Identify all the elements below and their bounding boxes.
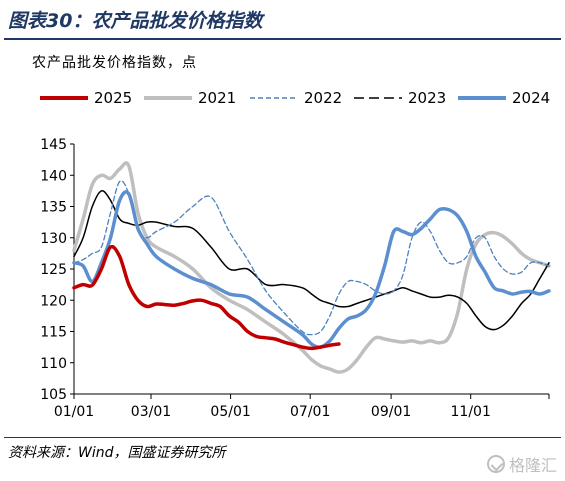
legend-swatch-2024 xyxy=(458,96,506,100)
y-tick-label: 140 xyxy=(40,168,67,184)
legend-swatch-2021 xyxy=(144,96,192,100)
chart-series xyxy=(72,161,551,374)
watermark-logo-icon xyxy=(486,455,505,473)
y-tick-label: 120 xyxy=(40,293,67,309)
x-tick-label: 11/01 xyxy=(451,404,491,420)
x-tick-label: 03/01 xyxy=(131,404,171,420)
y-tick-label: 110 xyxy=(40,356,67,372)
legend-item-2024: 2024 xyxy=(458,88,550,108)
chart-subtitle: 农产品批发价格指数，点 xyxy=(32,55,197,71)
legend-item-2025: 2025 xyxy=(40,88,132,108)
chart-legend: 2025 2021 2022 2023 2024 xyxy=(40,88,560,108)
title-divider xyxy=(4,38,561,40)
watermark: 格隆汇 xyxy=(486,452,557,476)
legend-label-2023: 2023 xyxy=(408,89,447,107)
chart-axes: 105 110 115 120 125 130 135 140 145 01/01 03/01 05/… xyxy=(40,137,550,420)
legend-label-2024: 2024 xyxy=(512,89,551,107)
legend-item-2023: 2023 xyxy=(354,88,446,108)
legend-label-2022: 2022 xyxy=(304,89,343,107)
x-tick-label: 05/01 xyxy=(210,404,250,420)
legend-item-2021: 2021 xyxy=(144,88,236,108)
source-note: 资料来源：Wind，国盛证券研究所 xyxy=(8,445,226,461)
series-line-2023 xyxy=(73,190,550,331)
line-chart: 105 110 115 120 125 130 135 140 145 01/01 03/01 05/… xyxy=(40,137,551,420)
series-line-2024 xyxy=(72,190,551,349)
y-tick-label: 115 xyxy=(40,325,67,341)
y-tick-label: 125 xyxy=(40,262,67,278)
legend-swatch-2023 xyxy=(354,97,402,99)
x-tick-label: 01/01 xyxy=(54,404,94,420)
y-tick-label: 135 xyxy=(40,200,67,216)
series-line-2021 xyxy=(72,161,551,374)
figure-title: 图表30：农产品批发价格指数 xyxy=(8,10,263,32)
series-line-2025 xyxy=(72,244,341,351)
y-tick-label: 145 xyxy=(40,137,67,153)
legend-swatch-2025 xyxy=(40,96,88,100)
legend-item-2022: 2022 xyxy=(250,88,342,108)
legend-swatch-2022 xyxy=(250,97,298,99)
source-divider xyxy=(4,437,561,438)
watermark-text: 格隆汇 xyxy=(508,456,557,475)
y-tick-label: 105 xyxy=(40,387,67,403)
legend-label-2025: 2025 xyxy=(94,89,133,107)
y-tick-label: 130 xyxy=(40,231,67,247)
figure-header: 图表30：农产品批发价格指数 xyxy=(0,0,565,40)
legend-label-2021: 2021 xyxy=(198,89,237,107)
x-tick-label: 09/01 xyxy=(371,404,411,420)
x-tick-label: 07/01 xyxy=(290,404,330,420)
